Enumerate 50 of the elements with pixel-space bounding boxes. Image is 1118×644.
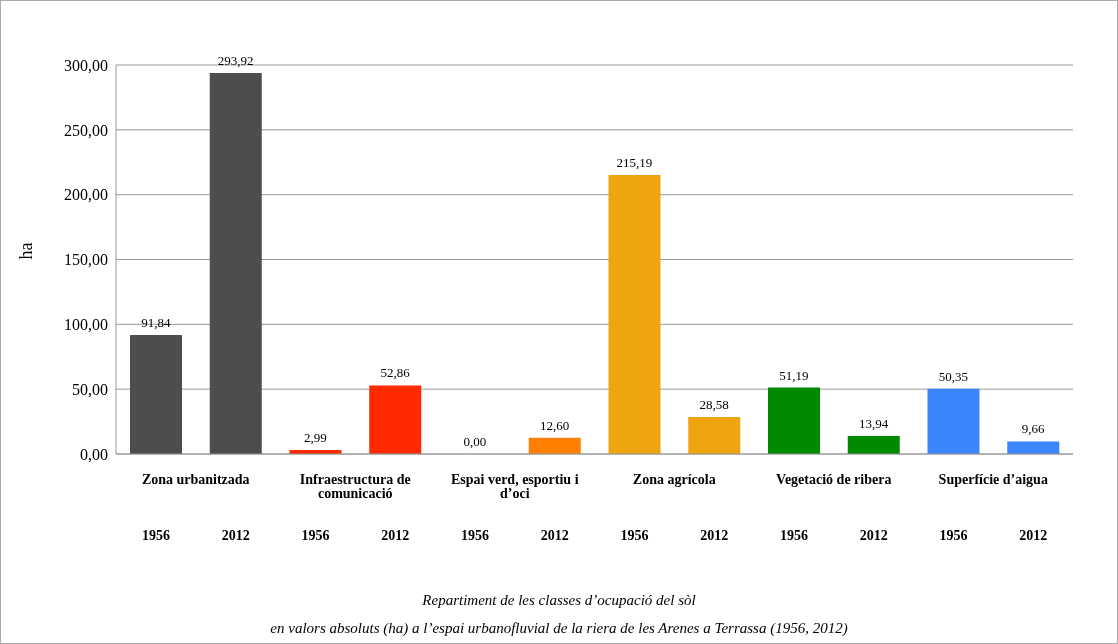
x-tick-label: 1956 [301, 528, 330, 543]
data-label: 91,84 [141, 314, 171, 330]
text: Zona urbanitzada [141, 471, 250, 487]
bar [688, 416, 741, 454]
data-label: 9,66 [1021, 421, 1045, 437]
bar [130, 334, 182, 454]
x-tick-label: 2012 [700, 528, 729, 543]
x-tick-label: 2012 [1019, 528, 1048, 543]
y-tick-label: 300,00 [64, 56, 108, 74]
text: Espai verd, esportiu i d’oci [450, 471, 579, 501]
x-tick-label: 1956 [779, 528, 808, 543]
data-label: 28,58 [699, 396, 729, 412]
data-label: 2,99 [304, 430, 327, 446]
x-tick-label: 1956 [460, 528, 489, 543]
data-label: 12,60 [540, 417, 570, 433]
y-tick-label: 250,00 [64, 121, 108, 139]
x-tick-label: 2012 [540, 528, 569, 543]
y-axis-title: ha [16, 242, 37, 260]
x-tick-label: 2012 [221, 528, 250, 543]
data-label: 52,86 [380, 365, 411, 381]
x-tick-label: 1956 [939, 528, 968, 543]
bar [608, 174, 661, 454]
text: Infraestructura de comunicació [299, 471, 411, 501]
text: en valors absoluts (ha) a l’espai urbanofluvial de la riera de les Arenes a Terrassa (1956, 2012) [269, 619, 849, 638]
x-tick-label: 1956 [141, 528, 170, 543]
bar [768, 387, 820, 454]
data-label: 51,19 [779, 367, 809, 383]
text: Superfície d’aigua [938, 471, 1048, 487]
data-label: 293,92 [217, 52, 254, 68]
y-tick-label: 50,00 [72, 380, 108, 398]
bar [209, 72, 262, 454]
bar [847, 435, 900, 454]
x-tick-label: 2012 [859, 528, 888, 543]
y-tick-label: 150,00 [64, 251, 108, 269]
x-tick-label: 2012 [381, 528, 410, 543]
bar [927, 388, 980, 454]
text: Vegetació de ribera [776, 471, 892, 487]
bar [369, 385, 422, 454]
bar [528, 437, 581, 454]
data-label: 215,19 [616, 154, 653, 170]
y-tick-label: 200,00 [64, 186, 108, 204]
data-label: 50,35 [938, 368, 968, 384]
y-tick-label: 0,00 [80, 445, 108, 463]
data-label: 0,00 [463, 434, 487, 449]
text: Zona agrícola [632, 471, 716, 487]
bar [1007, 441, 1060, 454]
y-tick-label: 100,00 [64, 316, 108, 334]
x-tick-label: 1956 [620, 528, 649, 543]
data-label: 13,94 [859, 415, 889, 431]
text: Repartiment de les classes d’ocupació del sòl [421, 591, 697, 610]
